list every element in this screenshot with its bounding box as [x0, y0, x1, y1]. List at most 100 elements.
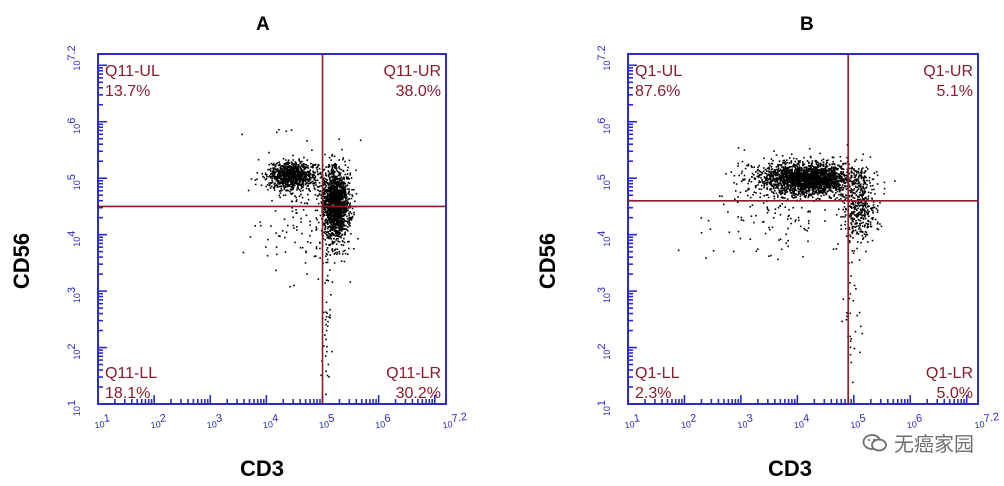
- point: [300, 193, 302, 196]
- point: [857, 177, 860, 179]
- point: [793, 179, 796, 181]
- point: [346, 230, 349, 232]
- point: [338, 219, 340, 221]
- point: [815, 179, 817, 182]
- point: [839, 180, 842, 182]
- point: [788, 179, 790, 182]
- point: [285, 159, 287, 161]
- point: [345, 220, 347, 223]
- point: [806, 181, 808, 184]
- point: [339, 182, 342, 185]
- point: [330, 181, 333, 184]
- point: [280, 179, 283, 182]
- point: [347, 253, 349, 256]
- point: [327, 363, 330, 366]
- point: [333, 253, 336, 255]
- point: [342, 170, 345, 173]
- point: [294, 182, 296, 185]
- point: [338, 199, 341, 202]
- point: [809, 170, 812, 173]
- point: [287, 159, 290, 162]
- point: [332, 215, 335, 218]
- point: [330, 229, 332, 231]
- point: [822, 158, 825, 161]
- point: [335, 169, 338, 171]
- point: [753, 177, 756, 179]
- point: [334, 235, 337, 237]
- point: [849, 180, 852, 182]
- point: [861, 176, 864, 179]
- point: [839, 189, 842, 191]
- point: [297, 174, 300, 176]
- point: [842, 178, 844, 180]
- point: [347, 181, 350, 184]
- point: [323, 213, 325, 216]
- point: [336, 191, 338, 194]
- point: [301, 173, 304, 176]
- point: [780, 196, 783, 199]
- point: [333, 155, 336, 158]
- point: [839, 177, 841, 180]
- point: [733, 174, 736, 177]
- point: [296, 177, 298, 180]
- point: [784, 161, 787, 163]
- point: [342, 244, 345, 247]
- point: [275, 246, 278, 248]
- point: [284, 186, 287, 188]
- x-tick-label: 103: [205, 412, 223, 430]
- point: [293, 175, 295, 178]
- point: [336, 221, 338, 224]
- point: [344, 173, 347, 176]
- point: [324, 195, 326, 198]
- point: [841, 184, 844, 186]
- point: [824, 187, 826, 189]
- y-tick-label: 107.2: [66, 45, 82, 70]
- point: [340, 236, 342, 239]
- point: [330, 226, 333, 228]
- point: [336, 206, 339, 209]
- point: [795, 173, 798, 175]
- point: [315, 217, 318, 219]
- point: [324, 222, 327, 224]
- point: [304, 175, 306, 177]
- point: [766, 175, 768, 177]
- point: [800, 178, 802, 181]
- point: [770, 183, 773, 185]
- point: [256, 178, 258, 180]
- point: [771, 191, 773, 193]
- point: [832, 183, 834, 186]
- point: [326, 199, 328, 201]
- point: [344, 182, 346, 185]
- point: [302, 189, 304, 192]
- point: [327, 235, 330, 238]
- point: [838, 189, 841, 191]
- point: [332, 209, 334, 211]
- point: [853, 172, 855, 175]
- point: [760, 184, 763, 187]
- point: [788, 188, 790, 190]
- point: [328, 172, 331, 174]
- point: [305, 214, 308, 217]
- quadrant-percent: 18.1%: [105, 385, 150, 402]
- point: [799, 198, 802, 200]
- point: [279, 192, 282, 194]
- point: [292, 172, 295, 175]
- point: [308, 178, 311, 180]
- point: [745, 190, 747, 192]
- point: [272, 170, 274, 173]
- point: [775, 172, 777, 174]
- point: [813, 182, 815, 184]
- point: [828, 173, 830, 176]
- point: [297, 183, 299, 185]
- point: [782, 174, 785, 177]
- point: [330, 159, 332, 161]
- point: [326, 191, 328, 194]
- point: [278, 164, 280, 167]
- point: [776, 172, 778, 175]
- point: [782, 166, 785, 168]
- point: [316, 166, 319, 168]
- point: [265, 174, 268, 176]
- point: [779, 168, 782, 171]
- point: [291, 171, 294, 174]
- point: [837, 173, 839, 175]
